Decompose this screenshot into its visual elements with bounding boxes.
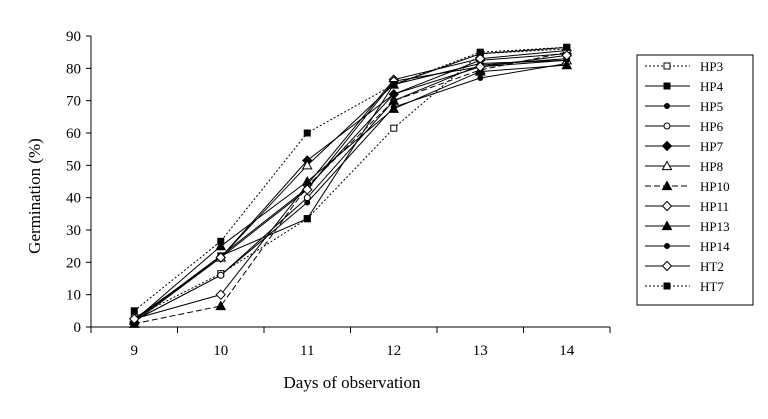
legend-label-hp7: HP7 [700, 139, 724, 154]
series-line-hp8 [133, 59, 567, 321]
y-tick-label: 90 [66, 29, 81, 45]
legend-marker-hp10 [661, 180, 673, 191]
data-point-hp6 [217, 271, 225, 279]
series-line-hp6 [134, 58, 567, 321]
data-point-hp14 [390, 91, 397, 98]
data-point-ht7 [303, 129, 311, 137]
legend-marker-ht7 [663, 282, 671, 290]
legend-marker-hp8 [661, 160, 673, 171]
data-point-ht7 [476, 48, 484, 56]
data-point-hp8 [301, 159, 313, 170]
y-tick-label: 10 [66, 288, 81, 304]
y-tick-label: 20 [66, 255, 81, 271]
legend-label-hp3: HP3 [700, 59, 723, 74]
y-tick-label: 60 [66, 126, 81, 142]
y-tick-label: 40 [66, 191, 81, 207]
series-line-hp7 [133, 53, 567, 323]
data-point-ht7 [217, 237, 225, 245]
series-line-ht2 [133, 54, 567, 320]
axes: 0 10 20 30 40 50 60 70 80 90 9 10 11 12 13 14 [66, 29, 611, 359]
series-line-hp5 [134, 62, 567, 321]
data-point-hp13 [561, 59, 573, 70]
x-tick-label: 12 [386, 343, 401, 359]
data-point-hp3 [390, 124, 398, 132]
legend-marker-hp4 [663, 82, 671, 90]
x-tick-label: 11 [300, 343, 314, 359]
legend-label-ht7: HT7 [700, 279, 724, 294]
legend-marker-hp13 [661, 220, 673, 231]
x-tick-label: 14 [559, 343, 575, 359]
y-axis-label: Germination (%) [25, 138, 44, 254]
series-line-hp13 [133, 64, 567, 321]
legend-marker-hp6 [663, 122, 671, 130]
data-point-ht2 [215, 252, 226, 263]
data-point-hp10 [215, 300, 227, 311]
legend-label-hp13: HP13 [700, 219, 730, 234]
legend-label-hp11: HP11 [700, 199, 729, 214]
x-tick-label: 9 [131, 343, 139, 359]
legend-marker-hp7 [661, 140, 673, 152]
data-point-ht2 [561, 50, 572, 61]
y-tick-label: 0 [74, 320, 82, 336]
data-point-ht2 [129, 313, 140, 325]
legend-marker-hp5 [664, 103, 670, 109]
legend-marker-hp11 [661, 200, 673, 212]
legend-label-hp8: HP8 [700, 159, 723, 174]
legend-label-hp10: HP10 [700, 179, 730, 194]
data-point-ht7 [390, 81, 398, 88]
y-tick-label: 70 [66, 94, 81, 110]
legend-marker-hp3 [663, 62, 671, 70]
y-tick-label: 80 [66, 61, 81, 77]
series-line-ht7 [133, 46, 567, 312]
legend-label-hp14: HP14 [700, 239, 730, 254]
legend-label-ht2: HT2 [700, 259, 724, 274]
x-tick-label: 13 [473, 343, 488, 359]
data-point-ht7 [130, 307, 138, 315]
x-axis-label: Days of observation [284, 373, 421, 392]
data-point-hp6 [303, 194, 311, 202]
legend-label-hp5: HP5 [700, 99, 723, 114]
plot-area [128, 43, 573, 328]
series-line-hp3 [134, 48, 567, 318]
data-point-hp11 [215, 289, 226, 300]
y-tick-label: 30 [66, 223, 81, 239]
series-line-hp11 [134, 50, 567, 320]
legend-label-hp6: HP6 [700, 119, 724, 134]
series-line-hp4 [133, 46, 567, 321]
data-point-hp13 [388, 103, 400, 113]
data-point-ht7 [563, 43, 571, 51]
legend-marker-hp14 [664, 243, 670, 249]
legend-label-hp4: HP4 [700, 79, 724, 94]
data-point-hp4 [303, 215, 311, 223]
data-point-ht2 [475, 61, 486, 72]
y-tick-label: 50 [66, 158, 81, 174]
data-point-hp5 [477, 75, 484, 82]
data-point-ht2 [302, 184, 313, 195]
series-line-hp10 [134, 51, 567, 325]
x-tick-label: 10 [213, 343, 228, 359]
legend-marker-ht2 [661, 260, 673, 272]
data-point-hp13 [215, 240, 227, 251]
series-line-hp14 [133, 59, 567, 321]
legend-box [636, 54, 754, 306]
legend: HP3 HP4 HP5 HP6 HP7 HP8 HP10 HP11 HP13 HP14 HT2 HT7 [636, 54, 754, 306]
